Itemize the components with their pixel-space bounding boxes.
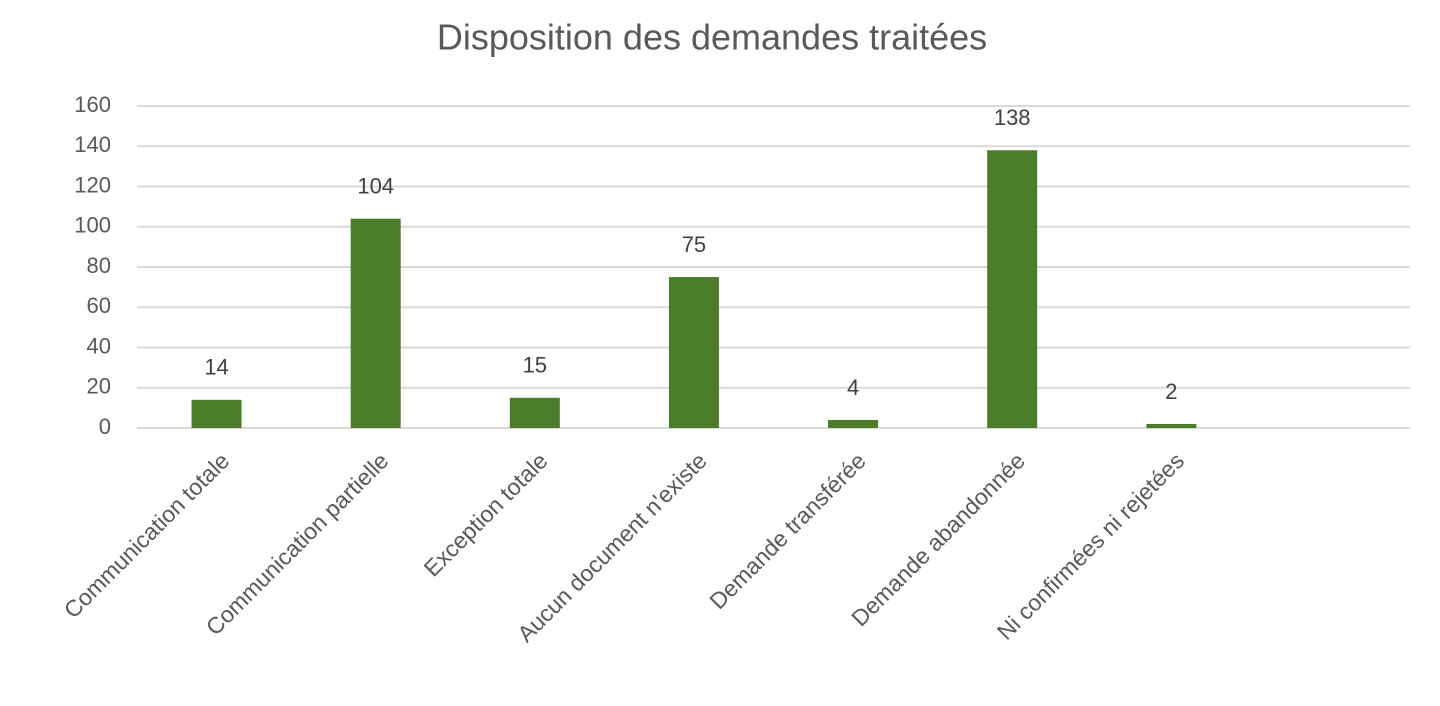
y-tick-label: 100 [74,213,111,238]
bar [350,218,401,428]
y-tick-label: 0 [99,414,111,439]
chart-title: Disposition des demandes traitées [437,17,987,58]
y-tick-label: 20 [87,374,111,399]
x-tick-label: Communication totale [59,447,235,623]
bar [668,277,719,428]
y-tick-label: 120 [74,172,111,197]
data-label: 4 [847,375,859,400]
y-tick-label: 40 [87,333,111,358]
bar [1146,423,1197,428]
data-label: 75 [682,232,706,257]
data-label: 14 [204,355,228,380]
y-tick-label: 80 [87,253,111,278]
bar [828,419,879,428]
bar [191,399,242,428]
y-tick-label: 60 [87,293,111,318]
x-tick-label: Exception totale [419,447,553,581]
data-label: 104 [357,174,394,199]
data-label: 2 [1165,379,1177,404]
x-tick-label: Demande transférée [704,447,871,614]
x-tick-label: Aucun document n'existe [512,447,712,647]
y-tick-label: 160 [74,92,111,117]
x-tick-label: Communication partielle [201,447,394,640]
bar [987,150,1038,428]
x-tick-label: Demande abandonnée [846,447,1030,631]
bar [509,397,560,428]
y-tick-label: 140 [74,132,111,157]
data-label: 15 [523,353,547,378]
x-tick-label: Ni confirmées ni rejetées [992,447,1189,644]
data-label: 138 [994,105,1031,130]
